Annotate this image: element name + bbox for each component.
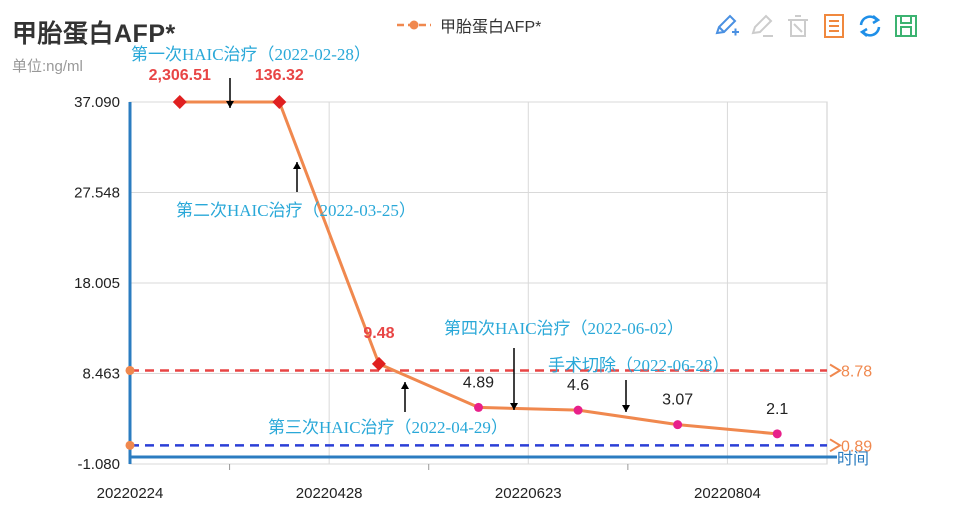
annotation-arrowhead [226, 101, 234, 108]
data-label: 2,306.51 [149, 67, 211, 84]
annotation-arrowhead [401, 382, 409, 389]
y-tick-label: 27.548 [74, 185, 120, 202]
annotation-arrowhead [293, 162, 301, 169]
lower-limit-arrow [829, 438, 842, 453]
data-point-marker [172, 95, 187, 109]
y-tick-label: 8.463 [82, 366, 120, 383]
annotation-label: 第一次HAIC治疗（2022-02-28） [131, 45, 371, 64]
x-axis-title: 时间 [837, 450, 869, 468]
data-label: 3.07 [662, 392, 693, 409]
upper-limit-label: 8.78 [841, 363, 872, 380]
clear-icon[interactable] [784, 12, 812, 40]
unit-label: 单位:ng/ml [12, 58, 83, 75]
annotation-label: 第三次HAIC治疗（2022-04-29） [268, 418, 508, 437]
annotation-label: 第四次HAIC治疗（2022-06-02） [444, 319, 684, 338]
y-tick-label: -1.080 [77, 456, 120, 473]
x-tick-label: 20220428 [296, 485, 363, 502]
x-tick-label: 20220224 [97, 485, 164, 502]
annotation-arrowhead [622, 405, 630, 412]
refresh-icon[interactable] [856, 12, 884, 40]
data-point-marker [573, 405, 583, 415]
data-label: 4.6 [567, 377, 589, 394]
toolbox [712, 12, 928, 40]
data-point-marker [371, 356, 386, 371]
y-tick-label: 18.005 [74, 275, 120, 292]
data-label: 2.1 [766, 401, 788, 418]
y-tick-label: 37.090 [74, 94, 120, 111]
data-view-icon[interactable] [820, 12, 848, 40]
lower-limit-label: 0.89 [841, 438, 872, 455]
edit-icon[interactable] [748, 12, 776, 40]
annotation-label: 第二次HAIC治疗（2022-03-25） [176, 201, 416, 220]
data-point-marker [272, 95, 287, 109]
data-point-marker [474, 402, 483, 412]
upper-limit-axis-marker [125, 365, 135, 375]
data-point-marker [673, 420, 683, 430]
legend-line-icon [397, 20, 431, 30]
legend-item[interactable]: 甲胎蛋白AFP* [396, 14, 541, 36]
x-tick-label: 20220804 [694, 485, 761, 502]
data-label: 9.48 [363, 325, 394, 342]
save-icon[interactable] [892, 12, 920, 40]
data-point-marker [772, 429, 782, 439]
upper-limit-arrow [829, 363, 842, 378]
chart-title: 甲胎蛋白AFP* [12, 20, 176, 48]
legend-label: 甲胎蛋白AFP* [440, 19, 542, 36]
data-label: 136.32 [255, 67, 304, 84]
edit-add-icon[interactable] [712, 12, 740, 40]
annotation-arrowhead [510, 403, 518, 410]
annotation-label: 手术切除（2022-06-28） [548, 356, 729, 375]
lower-limit-axis-marker [125, 440, 135, 450]
x-tick-label: 20220623 [495, 485, 562, 502]
data-label: 4.89 [463, 374, 494, 391]
